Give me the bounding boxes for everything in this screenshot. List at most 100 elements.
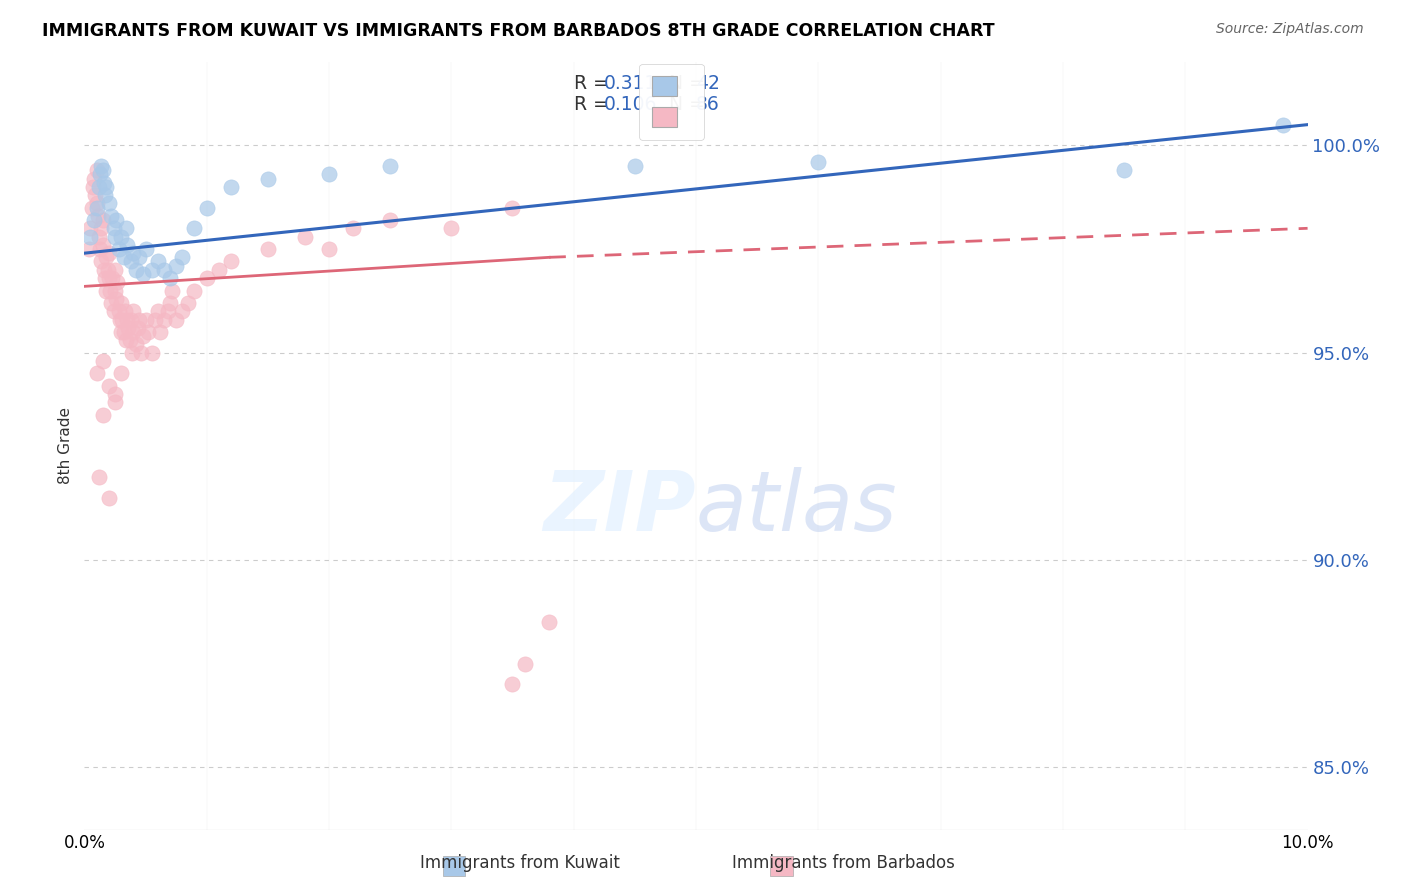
Point — [257, 171, 280, 186]
Point — [165, 259, 187, 273]
Point — [86, 163, 108, 178]
Point — [100, 296, 122, 310]
Point — [114, 304, 136, 318]
Point — [96, 284, 118, 298]
Point — [156, 304, 179, 318]
Point — [77, 242, 100, 256]
Text: N =: N = — [657, 95, 710, 114]
Point — [90, 254, 112, 268]
Point — [82, 179, 104, 194]
Point — [219, 179, 242, 194]
Point — [91, 354, 114, 368]
Point — [91, 213, 114, 227]
Point — [1272, 118, 1295, 132]
Text: Immigrants from Barbados: Immigrants from Barbados — [733, 855, 955, 872]
Point — [105, 292, 128, 306]
Text: ZIP: ZIP — [543, 467, 696, 548]
Text: N =: N = — [657, 74, 710, 94]
Point — [90, 159, 112, 173]
Point — [146, 254, 169, 268]
Point — [97, 246, 120, 260]
Point — [103, 304, 125, 318]
Point — [86, 196, 108, 211]
Point — [97, 262, 120, 277]
Point — [219, 254, 242, 268]
Point — [129, 345, 152, 359]
Point — [172, 250, 194, 264]
Point — [105, 275, 128, 289]
Text: 0.106: 0.106 — [605, 95, 658, 114]
Text: R =: R = — [574, 95, 614, 114]
Point — [87, 229, 110, 244]
Point — [1114, 163, 1136, 178]
Point — [120, 312, 142, 326]
Point — [135, 312, 157, 326]
Point — [195, 201, 218, 215]
Point — [103, 221, 125, 235]
Point — [159, 296, 181, 310]
Point — [86, 367, 108, 381]
Point — [380, 159, 402, 173]
Point — [91, 238, 114, 252]
Point — [624, 159, 647, 173]
Point — [97, 271, 120, 285]
Point — [80, 201, 103, 215]
Point — [104, 284, 127, 298]
Point — [115, 238, 138, 252]
Point — [141, 262, 163, 277]
Point — [502, 677, 524, 691]
Point — [342, 221, 364, 235]
Point — [318, 168, 340, 182]
Point — [79, 221, 101, 235]
Point — [110, 325, 132, 339]
Point — [318, 242, 340, 256]
Point — [380, 213, 402, 227]
Point — [98, 284, 121, 298]
Point — [120, 254, 142, 268]
Point — [146, 304, 169, 318]
Point — [183, 284, 205, 298]
Point — [104, 387, 127, 401]
Text: Source: ZipAtlas.com: Source: ZipAtlas.com — [1216, 22, 1364, 37]
Point — [83, 171, 105, 186]
Point — [141, 345, 163, 359]
Point — [183, 221, 205, 235]
Point — [502, 201, 524, 215]
Point — [112, 250, 135, 264]
Point — [91, 163, 114, 178]
Point — [115, 333, 138, 347]
Point — [94, 188, 117, 202]
Text: 86: 86 — [696, 95, 720, 114]
Point — [162, 284, 184, 298]
Point — [111, 312, 134, 326]
Point — [79, 229, 101, 244]
Point — [104, 229, 127, 244]
Point — [118, 333, 141, 347]
Text: 42: 42 — [696, 74, 720, 94]
Point — [91, 408, 114, 422]
Point — [90, 221, 112, 235]
Point — [132, 267, 155, 281]
Point — [208, 262, 231, 277]
Point — [195, 271, 218, 285]
Point — [96, 179, 118, 194]
Point — [108, 312, 131, 326]
Point — [807, 155, 830, 169]
Point — [177, 296, 200, 310]
Point — [136, 325, 159, 339]
Point — [257, 242, 280, 256]
Point — [513, 657, 536, 671]
Point — [110, 296, 132, 310]
Point — [115, 221, 138, 235]
Point — [117, 321, 139, 335]
Point — [128, 250, 150, 264]
Point — [89, 242, 111, 256]
Point — [149, 325, 172, 339]
Point — [97, 379, 120, 393]
Point — [153, 262, 176, 277]
Point — [294, 229, 316, 244]
Point — [125, 262, 148, 277]
Y-axis label: 8th Grade: 8th Grade — [58, 408, 73, 484]
Point — [112, 325, 135, 339]
Point — [104, 395, 127, 409]
